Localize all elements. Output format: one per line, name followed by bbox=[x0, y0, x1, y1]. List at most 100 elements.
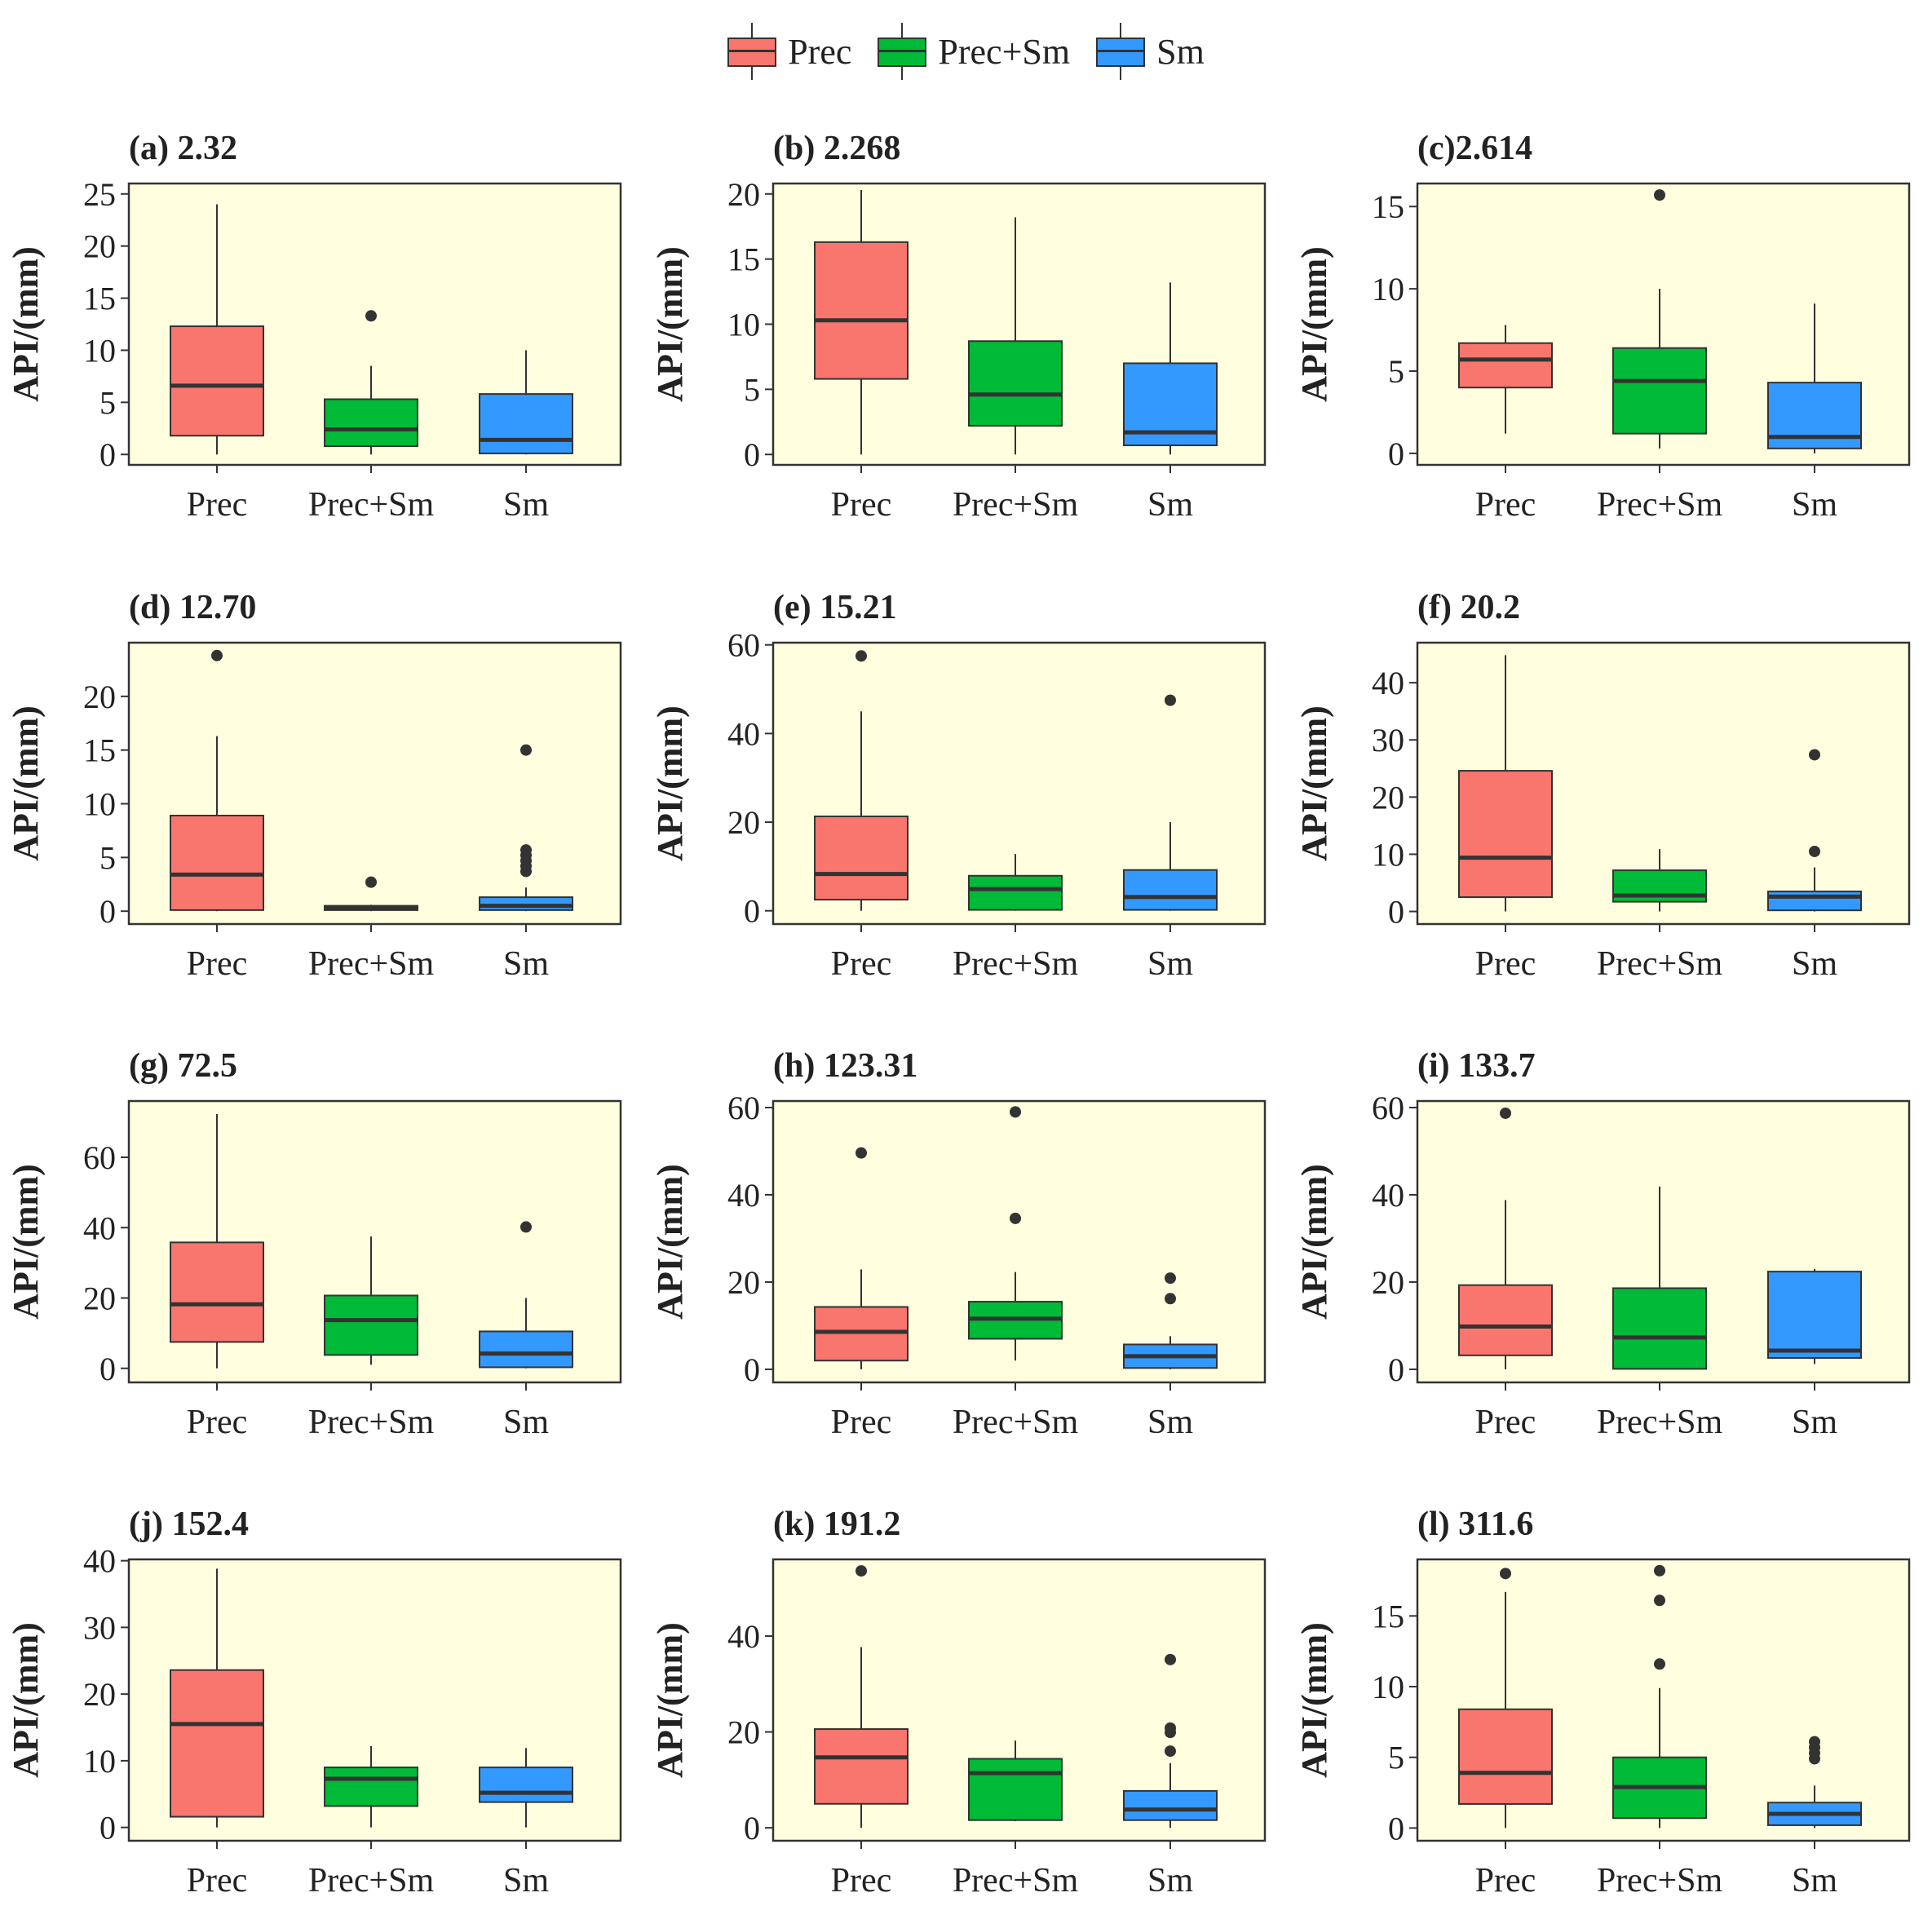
iqr-box bbox=[814, 1728, 909, 1805]
iqr-box bbox=[324, 1294, 418, 1356]
box-prec[interactable] bbox=[814, 650, 909, 911]
y-axis-label: API/(mm) bbox=[650, 705, 690, 861]
box-sm[interactable] bbox=[1767, 749, 1862, 912]
box-prec-sm[interactable] bbox=[324, 1745, 418, 1828]
box-prec-sm[interactable] bbox=[1612, 1186, 1707, 1370]
outlier-point bbox=[1500, 1568, 1511, 1580]
iqr-box bbox=[1458, 342, 1553, 389]
box-prec[interactable] bbox=[1458, 1107, 1553, 1369]
y-axis-label: API/(mm) bbox=[1294, 1622, 1334, 1778]
y-axis-label: API/(mm) bbox=[1294, 246, 1334, 402]
y-tick-label: 0 bbox=[99, 893, 116, 930]
x-tick-label: Prec bbox=[1475, 1404, 1536, 1441]
box-prec-sm[interactable] bbox=[324, 310, 418, 455]
box-prec-sm[interactable] bbox=[324, 876, 418, 912]
x-tick-label: Sm bbox=[1147, 486, 1193, 524]
iqr-box bbox=[1767, 1271, 1862, 1360]
box-sm[interactable] bbox=[479, 744, 573, 912]
outlier-point bbox=[1654, 189, 1665, 201]
iqr-box bbox=[1458, 770, 1553, 899]
y-tick-label: 0 bbox=[1388, 436, 1404, 472]
panel-title: (i) 133.7 bbox=[1417, 1047, 1536, 1085]
y-tick-label: 10 bbox=[727, 307, 760, 343]
iqr-box bbox=[1458, 1708, 1553, 1805]
box-prec[interactable] bbox=[1458, 655, 1553, 912]
iqr-box bbox=[324, 1767, 418, 1807]
box-sm[interactable] bbox=[1123, 282, 1218, 455]
box-prec[interactable] bbox=[170, 1113, 264, 1369]
iqr-box bbox=[1767, 891, 1862, 912]
legend-swatch-sm bbox=[1096, 38, 1146, 67]
box-prec[interactable] bbox=[1458, 325, 1553, 434]
x-tick-label: Sm bbox=[1792, 1404, 1837, 1441]
box-sm[interactable] bbox=[1123, 694, 1218, 911]
panel-title: (f) 20.2 bbox=[1417, 589, 1520, 626]
box-prec-sm[interactable] bbox=[1612, 1564, 1707, 1829]
iqr-box bbox=[968, 340, 1063, 427]
x-tick-label: Prec+Sm bbox=[1597, 1862, 1723, 1899]
legend-item-prec[interactable]: Prec bbox=[727, 23, 851, 80]
box-sm[interactable] bbox=[1767, 1268, 1862, 1364]
y-axis-label: API/(mm) bbox=[650, 1164, 690, 1320]
y-tick-label: 10 bbox=[1372, 836, 1404, 873]
y-tick-label: 20 bbox=[727, 1714, 760, 1751]
outlier-point bbox=[1809, 749, 1820, 761]
iqr-box bbox=[814, 241, 909, 380]
y-tick-label: 10 bbox=[83, 786, 116, 823]
y-tick-label: 5 bbox=[1388, 353, 1404, 390]
x-tick-label: Prec+Sm bbox=[953, 486, 1079, 524]
x-tick-label: Sm bbox=[1792, 486, 1837, 524]
box-prec-sm[interactable] bbox=[968, 1740, 1063, 1821]
box-sm[interactable] bbox=[479, 1221, 573, 1369]
x-tick-label: Prec bbox=[831, 1862, 892, 1899]
y-tick-label: 0 bbox=[744, 1810, 760, 1846]
box-prec-sm[interactable] bbox=[968, 854, 1063, 911]
outlier-point bbox=[1500, 1107, 1511, 1119]
panel-1: (b) 2.268 API/(mm) 0 5 10 15 20 Prec Prec+Sm Sm bbox=[650, 130, 1267, 524]
x-tick-label: Sm bbox=[503, 945, 549, 983]
box-prec-sm[interactable] bbox=[1612, 849, 1707, 912]
iqr-box bbox=[170, 815, 264, 911]
legend-item-prec-sm[interactable]: Prec+Sm bbox=[878, 23, 1070, 80]
y-tick-label: 5 bbox=[1388, 1740, 1404, 1776]
outlier-point bbox=[1165, 694, 1176, 706]
box-sm[interactable] bbox=[1123, 1653, 1218, 1829]
y-tick-label: 20 bbox=[1372, 779, 1404, 816]
box-prec[interactable] bbox=[170, 649, 264, 912]
box-sm[interactable] bbox=[479, 350, 573, 455]
x-tick-label: Prec bbox=[1475, 945, 1536, 983]
outlier-point bbox=[365, 876, 377, 888]
box-sm[interactable] bbox=[479, 1748, 573, 1828]
x-tick-label: Prec+Sm bbox=[953, 945, 1079, 983]
y-tick-label: 20 bbox=[83, 1676, 116, 1713]
box-prec-sm[interactable] bbox=[324, 1236, 418, 1365]
y-tick-label: 15 bbox=[1372, 1598, 1404, 1634]
box-prec[interactable] bbox=[170, 1568, 264, 1828]
box-sm[interactable] bbox=[1767, 1736, 1862, 1829]
box-prec[interactable] bbox=[1458, 1568, 1553, 1829]
outlier-point bbox=[855, 1565, 867, 1577]
y-tick-label: 40 bbox=[1372, 665, 1404, 701]
panel-3: (d) 12.70 API/(mm) 0 5 10 15 20 Prec Prec+Sm Sm bbox=[6, 589, 622, 983]
box-prec[interactable] bbox=[814, 1565, 909, 1829]
box-sm[interactable] bbox=[1123, 1272, 1218, 1369]
legend-item-sm[interactable]: Sm bbox=[1096, 23, 1205, 80]
y-tick-label: 40 bbox=[83, 1209, 116, 1246]
box-prec[interactable] bbox=[814, 1147, 909, 1369]
box-prec-sm[interactable] bbox=[1612, 189, 1707, 449]
y-tick-label: 40 bbox=[727, 1177, 760, 1214]
panel-11: (l) 311.6 API/(mm) 0 5 10 15 Prec Prec+Sm Sm bbox=[1294, 1506, 1911, 1899]
y-tick-label: 5 bbox=[99, 384, 116, 421]
box-prec-sm[interactable] bbox=[968, 1106, 1063, 1361]
y-tick-label: 15 bbox=[83, 732, 116, 769]
y-tick-label: 20 bbox=[727, 176, 760, 213]
x-tick-label: Prec+Sm bbox=[308, 486, 435, 524]
outlier-point bbox=[1165, 1745, 1176, 1758]
box-prec[interactable] bbox=[814, 189, 909, 455]
box-sm[interactable] bbox=[1767, 303, 1862, 453]
x-tick-label: Prec+Sm bbox=[308, 945, 435, 983]
y-axis-label: API/(mm) bbox=[6, 705, 46, 861]
box-prec[interactable] bbox=[170, 204, 264, 455]
box-prec-sm[interactable] bbox=[968, 217, 1063, 455]
x-tick-label: Prec+Sm bbox=[1597, 486, 1723, 524]
